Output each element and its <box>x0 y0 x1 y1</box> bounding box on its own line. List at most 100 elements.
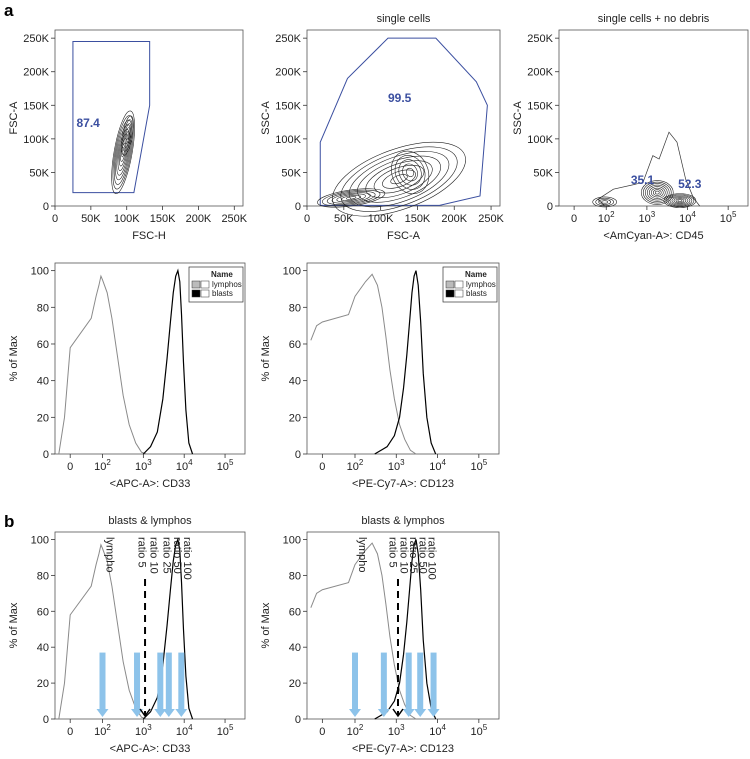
tick-label: 150K <box>275 100 301 112</box>
tick-label: 103 <box>135 458 152 473</box>
population-contour <box>595 197 614 207</box>
ratio-arrow-head <box>154 709 167 717</box>
tick-label: 80 <box>37 302 49 314</box>
y-axis-label: % of Max <box>8 602 20 648</box>
tick-label: 0 <box>43 714 49 726</box>
tick-label: 250K <box>527 33 553 45</box>
tick-label: 150K <box>527 100 553 112</box>
x-axis-label: <APC-A>: CD33 <box>110 743 191 755</box>
tick-label: 60 <box>37 606 49 618</box>
legend-entry: lymphos <box>466 280 496 289</box>
tick-label: 50K <box>281 167 301 179</box>
gate-label: 35.1 <box>631 173 655 187</box>
chart-histogram-a4: 0 20 40 60 80 100 0 102 103 104 105 <APC-A>: CD33 % … <box>8 262 246 490</box>
plot-frame <box>54 531 246 720</box>
ratio-annotation: ratio 5 <box>135 537 147 568</box>
tick-label: 100K <box>23 134 49 146</box>
tick-label: 102 <box>347 723 364 738</box>
population-contour <box>663 193 697 208</box>
plot-frame <box>558 29 749 207</box>
population-contour <box>644 183 670 202</box>
tick-label: 20 <box>37 412 49 424</box>
tick-label: 250K <box>23 33 49 45</box>
tick-label: 50K <box>533 167 553 179</box>
tick-label: 0 <box>295 201 301 213</box>
population-contour <box>336 193 366 203</box>
tick-label: 0 <box>304 213 310 225</box>
population-contour <box>390 174 408 185</box>
tick-label: 0 <box>43 201 49 213</box>
legend-swatch <box>445 280 455 289</box>
population-contour <box>673 197 687 204</box>
ratio-annotation: ratio 10 <box>148 537 160 574</box>
x-axis-label: <PE-Cy7-A>: CD123 <box>352 478 454 490</box>
chart-histogram-b2: 0 20 40 60 80 100 0 102 103 104 105 <PE-Cy7-A>: CD1… <box>260 515 500 755</box>
tick-label: 100 <box>283 266 301 278</box>
tick-label: 103 <box>388 723 405 738</box>
tick-label: 102 <box>598 210 615 225</box>
chart-title: single cells + no debris <box>598 13 710 25</box>
x-axis-label: <PE-Cy7-A>: CD123 <box>352 743 454 755</box>
ratio-arrow <box>417 652 424 709</box>
legend-entry: blasts <box>466 289 487 298</box>
x-axis-label: FSC-A <box>387 230 421 242</box>
ratio-annotation: ratio 10 <box>397 537 409 574</box>
population-contour <box>677 199 683 202</box>
ratio-arrow-head <box>402 709 415 717</box>
ratio-arrow-head <box>162 709 175 717</box>
tick-label: 0 <box>295 449 301 461</box>
tick-label: 103 <box>135 723 152 738</box>
tick-label: 40 <box>289 376 301 388</box>
population-contour <box>120 142 126 162</box>
plot-frame <box>54 262 246 455</box>
tick-label: 150K <box>23 100 49 112</box>
tick-label: 102 <box>347 458 364 473</box>
tick-label: 200K <box>527 67 553 79</box>
tick-label: 50K <box>334 213 354 225</box>
ratio-arrow <box>178 652 185 709</box>
population-contour <box>654 190 660 195</box>
tick-label: 80 <box>289 570 301 582</box>
population-contour <box>317 188 386 208</box>
ratio-arrow-head <box>427 709 440 717</box>
tick-label: 100K <box>368 213 394 225</box>
population-contour <box>341 195 362 201</box>
population-contour <box>382 169 416 189</box>
ratio-arrow <box>134 652 141 709</box>
tick-label: 104 <box>429 458 446 473</box>
chart-fsc-h-vs-fsc-a: 0 50K 100K 150K 200K 250K 0 50K 100K 150K 200K 250K… <box>8 29 248 242</box>
population-contour <box>394 155 426 190</box>
tick-label: 200K <box>23 67 49 79</box>
legend-title: Name <box>211 270 233 279</box>
tick-label: 103 <box>639 210 656 225</box>
y-axis-label: % of Max <box>260 335 272 381</box>
tick-label: 40 <box>37 642 49 654</box>
tick-label: 250K <box>275 33 301 45</box>
series-line-blasts <box>142 268 194 455</box>
tick-label: 0 <box>67 726 73 738</box>
population-contour <box>331 192 371 204</box>
chart-histogram-a5: 0 20 40 60 80 100 0 102 103 104 105 <PE-Cy7-A>: CD1… <box>260 262 500 490</box>
tick-label: 60 <box>289 339 301 351</box>
tick-label: 150K <box>150 213 176 225</box>
ratio-arrow-head <box>377 709 390 717</box>
gate-polygon <box>319 37 488 206</box>
population-contour <box>326 191 376 205</box>
ratio-arrow-head <box>175 709 188 717</box>
x-axis-label: <AmCyan-A>: CD45 <box>603 230 703 242</box>
population-contour <box>390 150 430 195</box>
tick-label: 0 <box>43 449 49 461</box>
tick-label: 100 <box>31 266 49 278</box>
ratio-arrow <box>430 652 437 709</box>
series-line-blasts <box>374 539 437 720</box>
tick-label: 0 <box>547 201 553 213</box>
population-contour <box>669 195 691 206</box>
tick-label: 105 <box>217 723 234 738</box>
chart-histogram-b1: 0 20 40 60 80 100 0 102 103 104 105 <APC-A>: CD33 % … <box>8 515 246 755</box>
legend-swatch <box>445 289 455 298</box>
legend-swatch <box>191 280 201 289</box>
ratio-annotation: ratio 50 <box>416 537 428 574</box>
population-contour <box>648 186 666 199</box>
chart-title: blasts & lymphos <box>361 515 445 527</box>
